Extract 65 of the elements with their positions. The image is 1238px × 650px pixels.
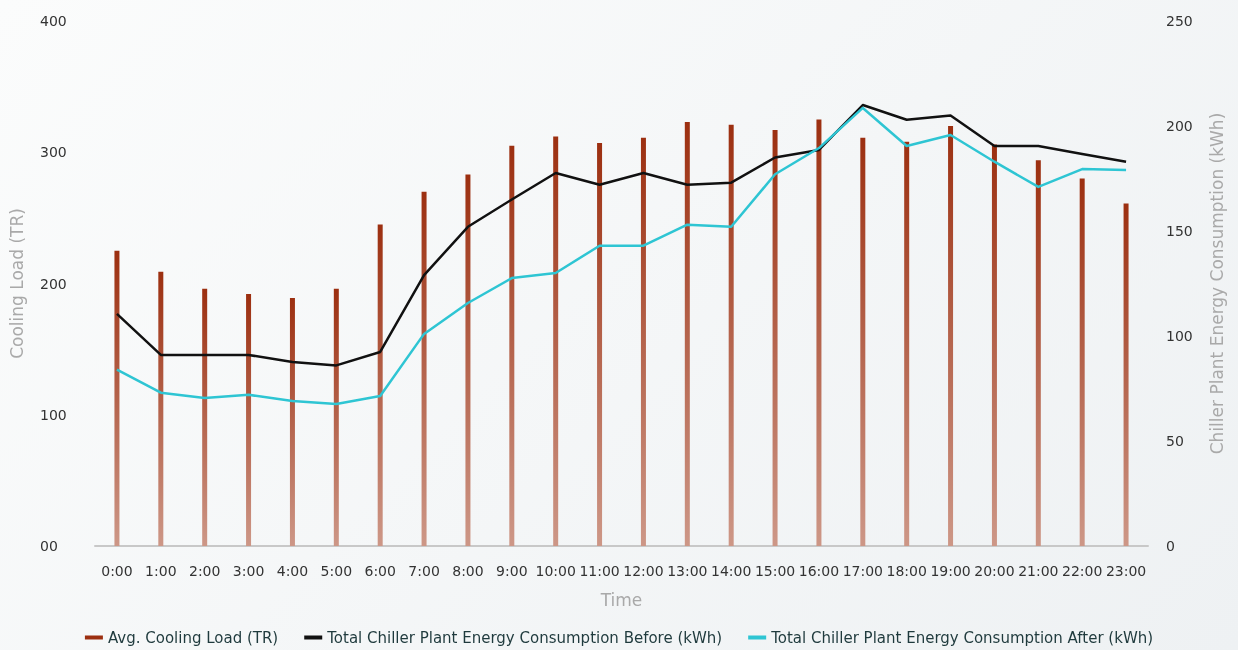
bar xyxy=(421,191,427,546)
y2-tick-label: 100 xyxy=(1166,328,1193,344)
bar xyxy=(728,124,734,546)
y-tick-label: 00 xyxy=(40,538,58,554)
bar xyxy=(202,288,208,546)
x-tick-label: 19:00 xyxy=(930,563,971,579)
y-axis-title: Cooling Load (TR) xyxy=(6,208,27,359)
x-axis-title: Time xyxy=(599,589,643,610)
bar xyxy=(640,137,646,546)
x-tick-label: 20:00 xyxy=(974,563,1015,579)
x-tick-label: 23:00 xyxy=(1105,563,1147,579)
x-tick-label: 15:00 xyxy=(754,563,796,579)
bar xyxy=(1079,178,1085,546)
x-tick-label: 1:00 xyxy=(145,563,177,579)
x-tick-label: 5:00 xyxy=(320,563,353,579)
legend-label: Total Chiller Plant Energy Consumption Before (kWh) xyxy=(326,628,723,647)
y2-tick-label: 150 xyxy=(1166,223,1193,239)
x-tick-label: 22:00 xyxy=(1062,563,1103,579)
y2-axis-title: Chiller Plant Energy Consumption (kWh) xyxy=(1206,112,1227,455)
y-tick-label: 300 xyxy=(40,144,67,161)
x-tick-label: 4:00 xyxy=(276,563,309,579)
y-tick-label: 100 xyxy=(40,406,67,423)
y2-tick-label: 0 xyxy=(1166,538,1175,554)
bar xyxy=(114,250,120,546)
bar xyxy=(509,145,515,546)
bar xyxy=(597,143,603,546)
x-tick-label: 14:00 xyxy=(711,563,752,579)
legend-label: Total Chiller Plant Energy Consumption After (kWh) xyxy=(770,628,1154,647)
x-tick-label: 9:00 xyxy=(496,563,528,579)
y2-tick-label: 200 xyxy=(1166,118,1193,134)
x-tick-label: 0:00 xyxy=(101,563,133,579)
x-tick-label: 18:00 xyxy=(886,563,927,579)
bar xyxy=(465,174,471,546)
x-tick-label: 16:00 xyxy=(798,563,840,579)
bar xyxy=(772,129,778,546)
bar xyxy=(948,126,954,546)
x-tick-label: 3:00 xyxy=(232,563,265,579)
x-tick-label: 11:00 xyxy=(579,563,620,579)
bar xyxy=(246,294,252,546)
bar xyxy=(684,122,690,546)
x-tick-label: 8:00 xyxy=(452,563,484,579)
y-tick-label: 400 xyxy=(40,13,67,29)
x-tick-label: 7:00 xyxy=(408,563,440,579)
bar xyxy=(1035,160,1041,546)
bar xyxy=(991,144,997,546)
bar xyxy=(860,137,866,546)
x-tick-label: 13:00 xyxy=(667,563,708,579)
x-tick-label: 10:00 xyxy=(535,563,576,579)
bar xyxy=(289,297,295,546)
y2-tick-label: 250 xyxy=(1166,13,1193,29)
x-tick-label: 2:00 xyxy=(188,563,221,579)
bar xyxy=(816,119,822,546)
bar xyxy=(377,224,383,546)
x-tick-label: 6:00 xyxy=(364,563,396,579)
bar xyxy=(1123,203,1129,546)
bar xyxy=(904,141,910,546)
bar xyxy=(333,288,339,546)
x-tick-label: 12:00 xyxy=(623,563,664,579)
bar xyxy=(553,136,559,546)
y-tick-label: 200 xyxy=(40,275,67,292)
y2-tick-label: 50 xyxy=(1166,433,1184,449)
bar xyxy=(158,271,164,546)
legend-label: Avg. Cooling Load (TR) xyxy=(107,628,279,647)
x-tick-label: 17:00 xyxy=(842,563,883,579)
x-tick-label: 21:00 xyxy=(1018,563,1059,579)
